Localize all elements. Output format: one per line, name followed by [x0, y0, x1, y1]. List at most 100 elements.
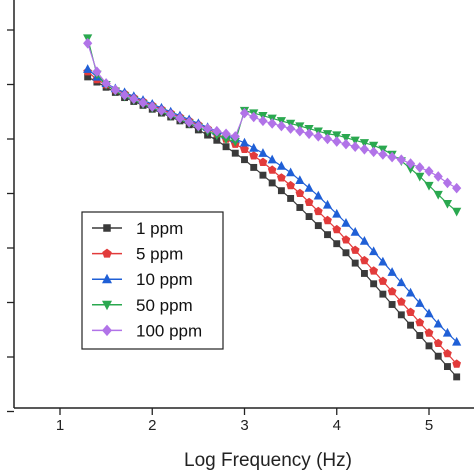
- series-2-point-0: [83, 64, 93, 73]
- series-4-point-21: [276, 120, 286, 132]
- series-4-point-35: [405, 158, 416, 169]
- series-0-point-28: [342, 249, 350, 257]
- series-3-point-31: [369, 141, 379, 151]
- series-3-point-27: [332, 131, 342, 141]
- series-2-point-24: [304, 183, 314, 192]
- series-2-point-20: [267, 154, 277, 164]
- series-2-point-32: [378, 256, 388, 266]
- legend-marker-point-3: [102, 300, 112, 311]
- legend: 1 ppm 5 ppm 10 ppm 50 ppm 100 ppm: [81, 211, 224, 350]
- series-0-point-31: [370, 280, 378, 288]
- series-4-point-33: [387, 151, 397, 163]
- legend-label-4: 100 ppm: [136, 321, 202, 340]
- series-4-point-7: [147, 101, 157, 112]
- series-2-point-21: [276, 161, 286, 170]
- series-4-point-29: [350, 141, 360, 153]
- series-2-point-19: [258, 148, 268, 157]
- series-1-point-18: [249, 151, 259, 160]
- series-0-point-21: [277, 187, 285, 195]
- x-tick-label-3: 3: [240, 417, 248, 434]
- series-4-point-10: [175, 112, 185, 124]
- series-4-point-40: [452, 182, 462, 194]
- series-2-point-17: [239, 137, 250, 147]
- series-2-point-37: [424, 308, 434, 318]
- series-1-point-38: [433, 338, 443, 347]
- series-4-point-34: [396, 154, 406, 165]
- series-3-point-16: [230, 137, 240, 147]
- series-2-point-33: [387, 267, 397, 276]
- series-2-point-22: [286, 167, 296, 177]
- legend-marker-point-4: [102, 324, 112, 337]
- series-2-point-26: [322, 199, 333, 209]
- series-3-point-28: [341, 133, 351, 143]
- series-0-point-37: [425, 342, 433, 350]
- series-4-point-32: [378, 149, 388, 160]
- series-1-point-34: [397, 297, 406, 306]
- series-100-ppm: [83, 37, 462, 194]
- series-0-point-39: [444, 363, 451, 371]
- legend-label-0: 1 ppm: [136, 219, 183, 238]
- series-0-point-34: [397, 311, 405, 319]
- series-1-point-27: [332, 224, 342, 234]
- series-4-point-38: [433, 171, 443, 182]
- series-0-point-27: [333, 240, 341, 248]
- series-0-point-24: [305, 213, 313, 221]
- series-4-point-23: [295, 125, 305, 137]
- series-3-point-36: [415, 172, 425, 182]
- series-1-point-28: [341, 235, 351, 244]
- series-0-point-15: [222, 143, 230, 151]
- legend-label-1: 5 ppm: [136, 245, 183, 264]
- series-0-point-30: [360, 269, 368, 277]
- series-4-point-39: [442, 177, 453, 189]
- series-0-point-16: [231, 149, 239, 157]
- plot-area: [83, 34, 462, 381]
- series-2-point-18: [249, 142, 259, 152]
- series-2-point-36: [415, 298, 425, 307]
- series-4-point-16: [230, 131, 240, 142]
- x-axis-title: Log Frequency (Hz): [184, 450, 352, 471]
- series-4-point-15: [221, 128, 231, 140]
- series-1-point-17: [240, 144, 249, 153]
- series-0-point-35: [407, 321, 414, 329]
- series-4-point-22: [286, 123, 296, 134]
- series-3-point-40: [452, 207, 462, 217]
- series-4-point-36: [415, 162, 425, 173]
- series-2-point-25: [313, 190, 323, 200]
- series-3-point-15: [221, 135, 231, 145]
- series-3-point-29: [350, 136, 360, 146]
- series-2-point-27: [332, 208, 342, 218]
- series-4-point-17: [239, 107, 250, 119]
- series-0-point-33: [388, 301, 396, 308]
- series-1-point-32: [378, 276, 388, 285]
- series-0-point-38: [434, 352, 442, 360]
- series-0-point-32: [379, 290, 387, 298]
- series-1-point-37: [424, 328, 434, 337]
- series-1-point-33: [387, 287, 397, 296]
- series-0-point-14: [213, 136, 221, 144]
- x-tick-label-4: 4: [333, 417, 341, 434]
- series-1-point-25: [313, 206, 323, 216]
- series-1-point-21: [277, 173, 286, 182]
- series-1-point-31: [369, 266, 378, 275]
- series-1-point-36: [415, 318, 425, 327]
- series-1-point-40: [452, 359, 461, 368]
- series-4-point-27: [332, 136, 342, 147]
- series-0-point-36: [416, 332, 424, 339]
- x-tick-label-2: 2: [148, 417, 156, 434]
- legend-marker-point-1: [102, 248, 112, 258]
- series-0-point-25: [314, 222, 322, 230]
- series-1-point-30: [360, 255, 369, 265]
- series-4-point-13: [203, 123, 213, 134]
- legend-label-3: 50 ppm: [136, 296, 193, 315]
- series-4-point-12: [193, 120, 203, 132]
- series-2-point-28: [341, 217, 351, 227]
- series-4-point-2: [101, 78, 111, 89]
- legend-marker-point-0: [103, 224, 111, 232]
- series-4-point-6: [138, 97, 148, 109]
- series-2-point-30: [359, 236, 370, 245]
- series-2-point-38: [433, 318, 443, 328]
- series-4-point-14: [212, 125, 222, 137]
- series-0-point-20: [268, 179, 276, 187]
- x-tick-label-1: 1: [56, 417, 64, 434]
